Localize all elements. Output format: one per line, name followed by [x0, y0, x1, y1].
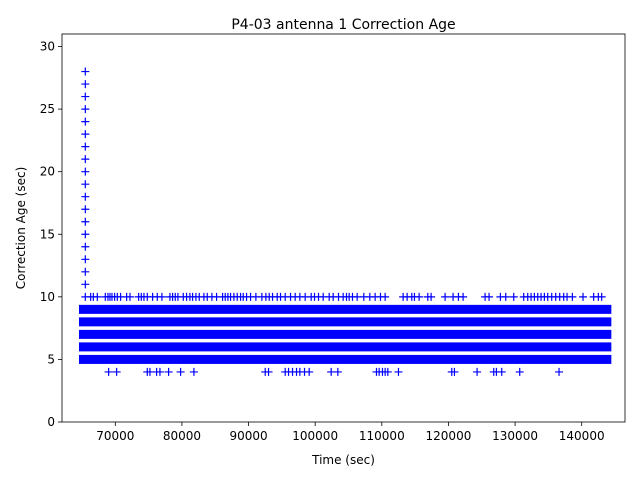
data-point	[501, 292, 510, 301]
y-tick-label: 10	[40, 290, 55, 304]
data-point	[381, 292, 390, 301]
y-axis-ticks: 0 5 10 15 20 25 30	[40, 40, 62, 429]
x-tick-label: 100000	[292, 429, 338, 443]
data-point	[459, 292, 468, 301]
x-tick-label: 90000	[229, 429, 267, 443]
data-point	[81, 205, 90, 214]
y-tick-label: 30	[40, 40, 55, 54]
y-axis-label: Correction Age (sec)	[14, 167, 28, 290]
x-axis-label: Time (sec)	[311, 453, 375, 467]
data-point	[81, 117, 90, 126]
data-point	[441, 292, 450, 301]
x-axis-ticks: 70000 80000 90000 100000 110000 120000 130000 1…	[96, 422, 605, 443]
dense-point-band	[78, 304, 612, 314]
y-tick-label: 5	[47, 352, 55, 366]
y-tick-label: 0	[47, 415, 55, 429]
data-point	[155, 367, 164, 376]
chart-title: P4-03 antenna 1 Correction Age	[231, 17, 455, 33]
data-point	[189, 367, 198, 376]
y-tick-label: 25	[40, 102, 55, 116]
dense-point-band	[78, 329, 612, 339]
y-tick-label: 15	[40, 227, 55, 241]
x-tick-label: 110000	[359, 429, 405, 443]
data-point	[81, 280, 90, 289]
data-point	[497, 367, 506, 376]
data-point	[81, 80, 90, 89]
dense-point-band	[78, 317, 612, 327]
data-point	[81, 167, 90, 176]
data-point	[125, 292, 134, 301]
x-tick-label: 80000	[163, 429, 201, 443]
data-point	[427, 292, 436, 301]
data-point	[305, 367, 314, 376]
data-point	[81, 142, 90, 151]
data-point	[81, 217, 90, 226]
dense-point-band	[78, 354, 612, 364]
data-point	[383, 367, 392, 376]
x-tick-label: 140000	[559, 429, 605, 443]
data-point	[81, 92, 90, 101]
data-point	[104, 367, 113, 376]
data-point	[81, 105, 90, 114]
data-point	[164, 367, 173, 376]
plot-frame	[61, 33, 626, 423]
data-point	[176, 367, 185, 376]
data-point	[415, 292, 424, 301]
data-point	[157, 292, 166, 301]
data-point	[81, 67, 90, 76]
data-point	[112, 367, 121, 376]
data-point	[555, 367, 564, 376]
data-point	[93, 292, 102, 301]
data-point	[394, 367, 403, 376]
data-point	[485, 292, 494, 301]
data-point	[81, 192, 90, 201]
data-point	[597, 292, 606, 301]
data-point	[81, 255, 90, 264]
data-point	[509, 292, 518, 301]
plot-marks	[78, 67, 612, 376]
y-tick-label: 20	[40, 165, 55, 179]
x-tick-label: 70000	[96, 429, 134, 443]
data-point	[81, 180, 90, 189]
data-point	[515, 367, 524, 376]
data-point	[81, 242, 90, 251]
data-point	[579, 292, 588, 301]
data-point	[333, 367, 342, 376]
x-tick-label: 130000	[492, 429, 538, 443]
data-point	[81, 230, 90, 239]
data-point	[81, 155, 90, 164]
x-tick-label: 120000	[426, 429, 472, 443]
data-point	[450, 367, 459, 376]
data-point	[264, 367, 273, 376]
data-point	[473, 367, 482, 376]
data-point	[568, 292, 577, 301]
data-point	[81, 267, 90, 276]
dense-point-band	[78, 342, 612, 352]
data-point	[81, 130, 90, 139]
